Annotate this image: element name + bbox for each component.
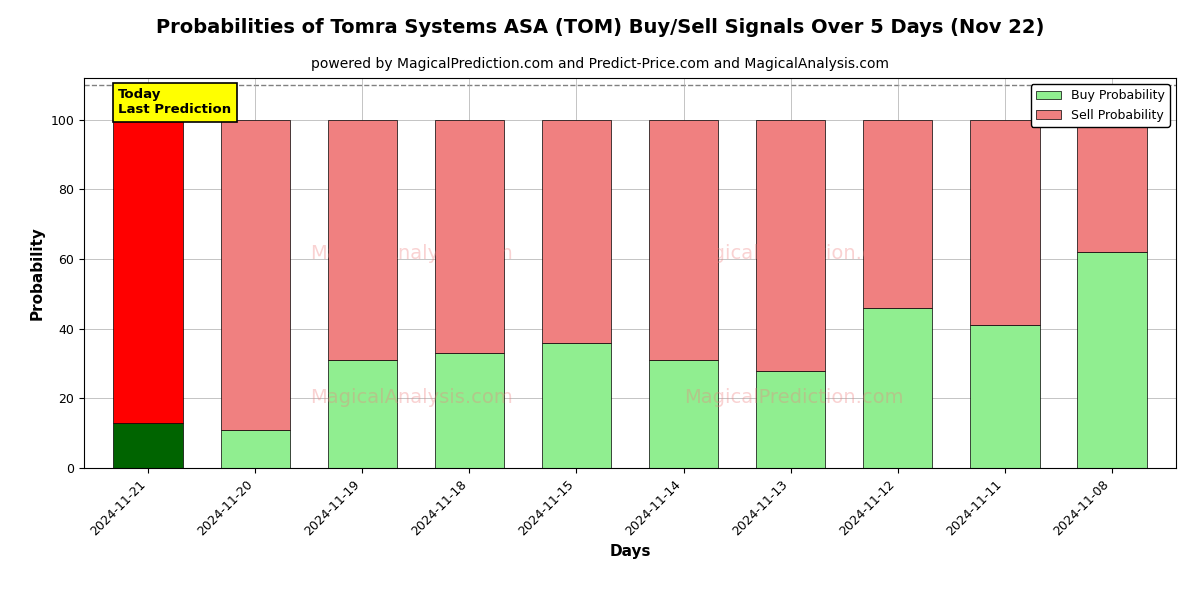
Bar — [649, 360, 719, 468]
X-axis label: Days: Days — [610, 544, 650, 559]
Text: Today
Last Prediction: Today Last Prediction — [119, 88, 232, 116]
Bar — [328, 120, 397, 360]
Bar — [756, 371, 826, 468]
Text: MagicalPrediction.com: MagicalPrediction.com — [684, 388, 904, 407]
Y-axis label: Probability: Probability — [30, 226, 44, 320]
Bar — [756, 120, 826, 371]
Bar — [649, 120, 719, 360]
Bar — [221, 120, 290, 430]
Bar — [328, 360, 397, 468]
Text: MagicalAnalysis.com: MagicalAnalysis.com — [311, 244, 512, 263]
Text: powered by MagicalPrediction.com and Predict-Price.com and MagicalAnalysis.com: powered by MagicalPrediction.com and Pre… — [311, 57, 889, 71]
Text: Probabilities of Tomra Systems ASA (TOM) Buy/Sell Signals Over 5 Days (Nov 22): Probabilities of Tomra Systems ASA (TOM)… — [156, 18, 1044, 37]
Bar — [541, 120, 611, 343]
Bar — [434, 120, 504, 353]
Legend: Buy Probability, Sell Probability: Buy Probability, Sell Probability — [1031, 84, 1170, 127]
Bar — [970, 325, 1039, 468]
Bar — [970, 120, 1039, 325]
Text: MagicalAnalysis.com: MagicalAnalysis.com — [311, 388, 512, 407]
Bar — [114, 423, 184, 468]
Bar — [434, 353, 504, 468]
Bar — [863, 120, 932, 308]
Bar — [221, 430, 290, 468]
Bar — [863, 308, 932, 468]
Bar — [541, 343, 611, 468]
Bar — [114, 120, 184, 423]
Bar — [1076, 252, 1146, 468]
Text: MagicalPrediction.com: MagicalPrediction.com — [684, 244, 904, 263]
Bar — [1076, 120, 1146, 252]
